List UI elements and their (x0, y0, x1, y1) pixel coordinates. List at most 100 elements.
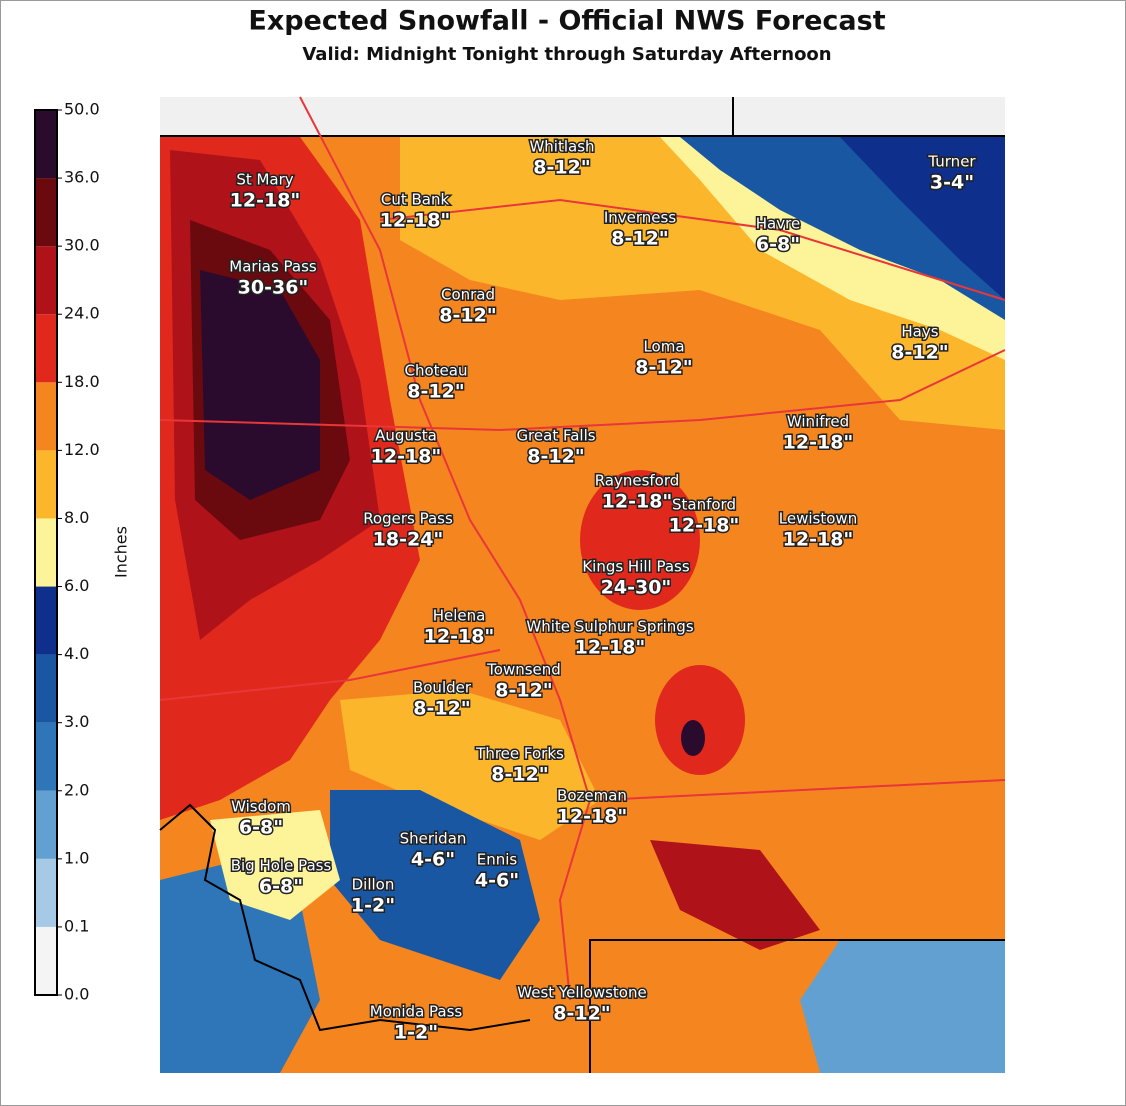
zone-blue-se (800, 940, 1005, 1073)
colorbar-tick-label: 12.0 (64, 440, 100, 459)
colorbar-tick-label: 30.0 (64, 236, 100, 255)
location-name: Loma (643, 338, 684, 356)
zone-crazies (655, 665, 745, 775)
colorbar-tick-label: 8.0 (64, 508, 89, 527)
snow-amount: 8-12" (413, 698, 470, 720)
colorbar-segment (35, 858, 57, 927)
location-name: Boulder (413, 679, 472, 697)
colorbar-tick-label: 50.0 (64, 100, 100, 119)
colorbar-segment (35, 790, 57, 859)
colorbar-segment (35, 926, 57, 995)
location-name: Cut Bank (381, 191, 450, 209)
location-name: Whitlash (529, 138, 594, 156)
location-name: Conrad (441, 286, 495, 304)
colorbar-tick-label: 18.0 (64, 372, 100, 391)
snow-amount: 8-12" (527, 446, 584, 468)
location-name: Hays (901, 323, 938, 341)
snow-amount: 8-12" (611, 228, 668, 250)
colorbar-tick-label: 24.0 (64, 304, 100, 323)
colorbar-segment (35, 654, 57, 723)
location-name: West Yellowstone (517, 984, 646, 1002)
snow-amount: 1-2" (351, 895, 395, 917)
snow-amount: 12-18" (783, 432, 854, 454)
colorbar-tick-label: 6.0 (64, 576, 89, 595)
zone-6-8-sw (210, 810, 340, 920)
snow-amount: 12-18" (230, 190, 301, 212)
location-name: Havre (756, 215, 800, 233)
zone-36-50 (200, 270, 320, 500)
colorbar-tick-label: 2.0 (64, 780, 89, 799)
snow-amount: 8-12" (553, 1003, 610, 1025)
location-name: Stanford (672, 496, 736, 514)
snow-amount: 8-12" (407, 381, 464, 403)
border-wyoming (589, 939, 1005, 1073)
location-name: Great Falls (516, 427, 595, 445)
colorbar-outline (34, 109, 58, 996)
snow-amount: 18-24" (373, 529, 444, 551)
snow-amount: 12-18" (557, 806, 628, 828)
snow-amount: 8-12" (533, 157, 590, 179)
map-area (159, 96, 1006, 1073)
border-idaho (159, 803, 531, 1032)
snow-amount: 8-12" (491, 764, 548, 786)
zone-8-12 (400, 137, 1005, 430)
colorbar-tick-label: 3.0 (64, 712, 89, 731)
colorbar-segment (35, 382, 57, 451)
colorbar: 0.0 0.1 1.0 2.0 3.0 4.0 6.0 8.0 12.0 18.0 24.0 30.0… (34, 100, 100, 1004)
snow-amount: 8-12" (891, 342, 948, 364)
location-name: Three Forks (475, 745, 564, 763)
snow-amount: 30-36" (238, 277, 309, 299)
colorbar-segment (35, 586, 57, 655)
snow-amount: 4-6" (411, 849, 455, 871)
location-name: Choteau (405, 362, 468, 380)
snow-amount: 24-30" (601, 577, 672, 599)
colorbar-segment (35, 518, 57, 587)
snow-amount: 3-4" (930, 172, 974, 194)
colorbar-segment (35, 722, 57, 791)
location-name: Lewistown (779, 510, 857, 528)
canada-area (160, 97, 1005, 137)
snow-amount: 8-12" (495, 680, 552, 702)
zone-kings-hill (580, 470, 700, 610)
snow-amount: 4-6" (475, 870, 519, 892)
location-name: White Sulphur Springs (526, 618, 693, 636)
location-name: Helena (433, 607, 486, 625)
snow-amount: 8-12" (439, 305, 496, 327)
location-name: Sheridan (400, 830, 467, 848)
colorbar-tick-label: 1.0 (64, 848, 89, 867)
snow-amount: 12-18" (575, 637, 646, 659)
colorbar-segment (35, 246, 57, 315)
location-name: St Mary (236, 171, 293, 189)
snow-amount: 1-2" (394, 1022, 438, 1044)
colorbar-tick-label: 36.0 (64, 168, 100, 187)
snow-amount: 12-18" (669, 515, 740, 537)
location-name: Kings Hill Pass (582, 558, 690, 576)
zone-blue-sw (330, 790, 540, 980)
location-name: Townsend (486, 661, 561, 679)
location-name: Ennis (477, 851, 518, 869)
colorbar-tick-label: 0.0 (64, 985, 89, 1004)
snow-amount: 6-8" (756, 234, 800, 256)
colorbar-segment (35, 110, 57, 179)
snow-amount: 12-18" (424, 626, 495, 648)
location-name: Dillon (352, 876, 395, 894)
snow-amount: 8-12" (635, 357, 692, 379)
location-name: Rogers Pass (363, 510, 453, 528)
subtitle: Valid: Midnight Tonight through Saturday… (302, 44, 831, 65)
location-name: Big Hole Pass (231, 857, 332, 875)
location-name: Inverness (604, 209, 676, 227)
colorbar-segment (35, 450, 57, 519)
colorbar-tick-label: 0.1 (64, 916, 89, 935)
zone-dark-blue-ne (840, 137, 1005, 300)
zone-8-12-south (340, 690, 600, 840)
zone-crazies-peak (681, 720, 705, 756)
snow-amount: 12-18" (602, 491, 673, 513)
location-name: Wisdom (231, 798, 291, 816)
location-name: Winifred (787, 413, 849, 431)
colorbar-segment (35, 178, 57, 247)
colorbar-tick-label: 4.0 (64, 644, 89, 663)
location-name: Augusta (375, 427, 437, 445)
snow-amount: 12-18" (371, 446, 442, 468)
